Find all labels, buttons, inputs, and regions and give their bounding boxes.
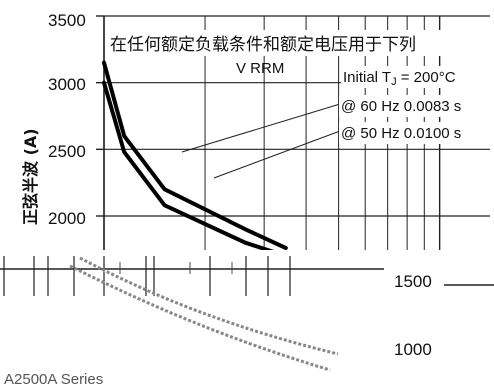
anno-50hz-label: @ 50 Hz 0.0100 s: [341, 125, 461, 142]
ghost-curve: [69, 264, 331, 372]
y-tick-2500: 2500: [48, 142, 86, 161]
chart-curves: [102, 60, 288, 258]
lower-mask: [0, 250, 494, 370]
initial-temp-label: Initial TJ = 200°C: [343, 69, 456, 88]
anno-50hz-bg: [339, 122, 491, 144]
series-curve: [102, 80, 288, 258]
lower-scan-fragment: [0, 250, 494, 372]
anno-60hz-bg: [339, 95, 491, 117]
initial-temp-subscript: J: [391, 76, 397, 88]
initial-temp-bg: [341, 66, 491, 88]
pointer-line-60hz: [181, 103, 341, 153]
series-curve: [102, 60, 288, 250]
vrrm-label: V RRM: [236, 60, 284, 77]
y-tick-3000: 3000: [48, 75, 86, 94]
pointer-line-50hz: [213, 130, 341, 179]
y-tick-1000: 1000: [394, 340, 432, 359]
y-tick-1500: 1500: [394, 272, 432, 291]
y-tick-3500: 3500: [48, 11, 86, 30]
chart-title: 在任何额定负载条件和额定电压用于下列: [110, 35, 416, 55]
title-background: [108, 30, 490, 56]
initial-temp-value: = 200°C: [397, 69, 456, 86]
series-label: A2500A Series: [4, 371, 103, 387]
initial-temp-prefix: Initial T: [343, 69, 391, 86]
anno-60hz-label: @ 60 Hz 0.0083 s: [341, 98, 461, 115]
y-axis-label: 正弦半波 (A): [21, 128, 40, 225]
y-tick-2000: 2000: [48, 209, 86, 228]
